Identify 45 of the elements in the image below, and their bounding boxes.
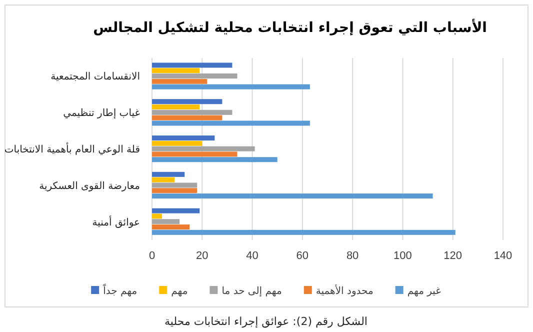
bar <box>152 146 255 152</box>
bar <box>152 84 310 90</box>
bar <box>152 104 200 110</box>
bar <box>152 172 185 177</box>
bar <box>152 74 238 78</box>
bar <box>152 182 198 188</box>
bar <box>152 115 222 120</box>
bar <box>152 140 202 146</box>
bar <box>152 157 278 162</box>
bar <box>152 68 200 74</box>
y-tick-label: معارضة القوى العسكرية <box>39 180 140 192</box>
legend-label: محدود الأهمية <box>316 284 374 297</box>
bar <box>152 208 200 214</box>
y-tick-label: قلة الوعي العام بأهمية الانتخابات <box>4 142 140 156</box>
y-tick-label: الانقسامات المجتمعية <box>50 72 140 83</box>
x-tick-label: 0 <box>148 250 156 262</box>
bar <box>152 194 433 198</box>
bar <box>152 219 180 224</box>
x-tick-label: 100 <box>394 250 412 262</box>
bar <box>152 230 456 235</box>
bar <box>152 188 198 194</box>
x-tick-label: 120 <box>444 250 462 262</box>
bar <box>152 62 232 68</box>
bar <box>152 120 310 126</box>
x-tick-label: 60 <box>296 250 309 262</box>
bar <box>152 152 238 157</box>
bar <box>152 136 215 140</box>
bar <box>152 99 222 104</box>
text: الشكل رقم (2): عوائق إجراء انتخابات محلية <box>164 315 368 328</box>
legend-label: مهم <box>171 286 188 297</box>
chart-title: الأسباب التي تعوق إجراء انتخابات محلية لتشكيل المجالس <box>93 18 487 36</box>
legend-label: مهم إلى حد ما <box>222 286 282 297</box>
bar <box>152 224 190 230</box>
x-tick-label: 80 <box>346 250 359 262</box>
x-tick-label: 140 <box>494 250 512 262</box>
bar <box>152 214 162 219</box>
bar <box>152 110 232 115</box>
bar <box>152 78 208 84</box>
x-tick-label: 40 <box>246 250 258 262</box>
legend-label: مهم جداً <box>102 282 138 297</box>
x-tick-label: 20 <box>196 250 208 262</box>
y-tick-label: عوائق أمنية <box>92 215 140 228</box>
bar <box>152 177 175 182</box>
legend-label: غير مهم <box>407 286 441 297</box>
y-tick-label: غياب إطار تنظيمي <box>63 108 140 120</box>
